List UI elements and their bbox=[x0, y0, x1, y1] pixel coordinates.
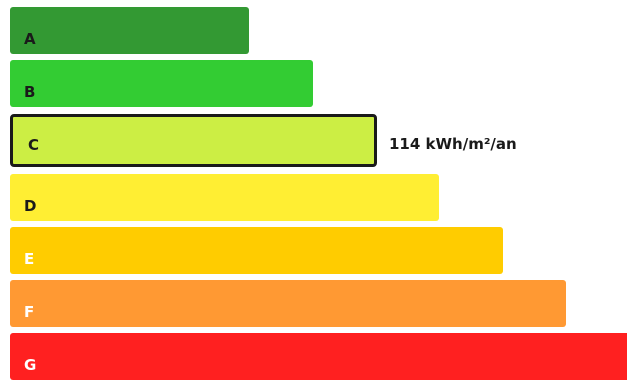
rating-bar-f: F bbox=[10, 280, 566, 327]
rating-letter-f: F bbox=[24, 303, 35, 321]
rating-letter-g: G bbox=[24, 356, 37, 374]
energy-consumption-value: 114 kWh/m²/an bbox=[389, 135, 517, 153]
rating-bar-b: B bbox=[10, 60, 313, 107]
rating-letter-d: D bbox=[24, 197, 37, 215]
rating-letter-b: B bbox=[24, 83, 36, 101]
rating-letter-c: C bbox=[28, 136, 40, 154]
rating-letter-a: A bbox=[24, 30, 36, 48]
rating-bar-a: A bbox=[10, 7, 249, 54]
rating-bar-g: G bbox=[10, 333, 627, 380]
rating-bar-d: D bbox=[10, 174, 439, 221]
rating-bar-c-selected: C bbox=[10, 114, 377, 167]
rating-letter-e: E bbox=[24, 250, 35, 268]
rating-bar-e: E bbox=[10, 227, 503, 274]
